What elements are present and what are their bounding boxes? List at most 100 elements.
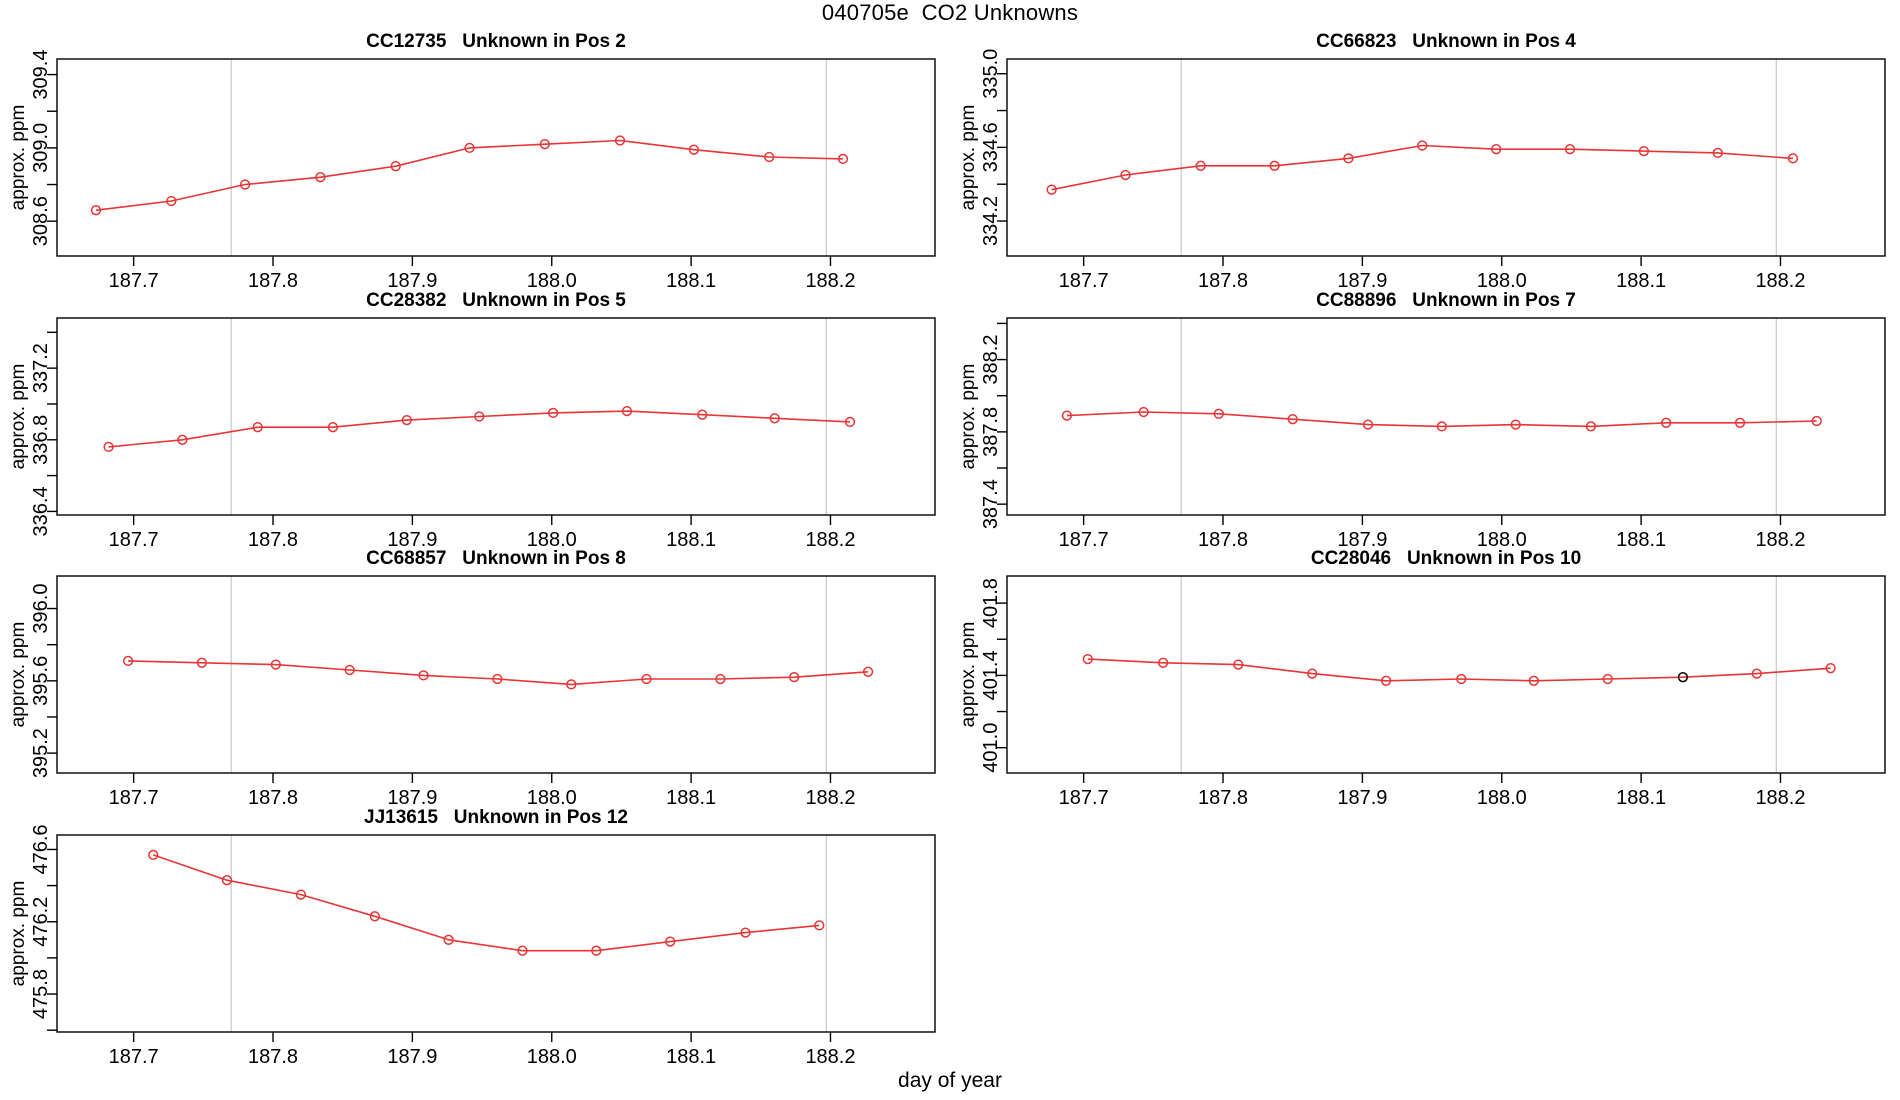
x-tick-label: 187.9: [387, 270, 437, 292]
data-point: [769, 413, 780, 424]
data-point: [1343, 153, 1354, 164]
y-tick-label: 388.2: [980, 335, 1002, 385]
data-point: [1269, 160, 1280, 171]
data-point: [344, 664, 355, 676]
data-point: [239, 179, 251, 190]
y-axis-title: approx. ppm: [8, 105, 29, 211]
data-line: [1087, 658, 1831, 682]
data-line: [95, 139, 844, 211]
subplot-cc88896: CC88896 Unknown in Pos 7 387.4 387.8 388.2a…: [958, 290, 1886, 551]
x-tick-label: 188.0: [1477, 529, 1527, 551]
y-tick-label: 387.4: [980, 479, 1002, 529]
data-point: [315, 172, 326, 183]
data-point: [862, 666, 874, 677]
data-point: [1195, 160, 1206, 171]
data-point: [621, 405, 633, 417]
data-point: [221, 875, 233, 886]
x-tick-label: 187.8: [1198, 529, 1248, 551]
x-tick-label: 188.2: [805, 270, 855, 292]
data-point: [1751, 668, 1762, 679]
x-tick-label: 188.2: [1755, 529, 1805, 551]
data-point: [390, 161, 401, 172]
data-point: [252, 422, 263, 433]
y-tick-label: 396.0: [30, 584, 52, 634]
data-point: [122, 655, 134, 667]
x-tick-label: 188.2: [805, 787, 855, 809]
data-point: [1456, 673, 1467, 685]
subplot-cc28382: CC28382 Unknown in Pos 5 336.4 336.8 337.2a…: [8, 290, 936, 551]
data-point: [814, 920, 825, 931]
x-tick-label: 187.8: [248, 1046, 298, 1068]
subplot-title: CC88896 Unknown in Pos 7: [1316, 290, 1576, 311]
x-tick-label: 188.2: [1755, 270, 1805, 292]
plot-box: [56, 834, 936, 1033]
x-tick-label: 187.8: [1198, 270, 1248, 292]
x-tick-label: 187.7: [109, 787, 159, 809]
data-point: [1082, 653, 1093, 665]
data-line: [128, 660, 869, 686]
data-point: [539, 139, 550, 150]
plot-box: [1006, 575, 1886, 774]
x-tick-label: 187.8: [248, 787, 298, 809]
data-point: [196, 657, 208, 668]
y-tick-label: 476.6: [30, 824, 52, 874]
y-tick-label: 337.2: [30, 343, 52, 393]
x-tick-label: 188.0: [1477, 270, 1527, 292]
x-tick-label: 187.9: [1337, 529, 1387, 551]
data-line: [1051, 144, 1794, 191]
data-point: [1528, 675, 1539, 686]
x-tick-label: 188.1: [1616, 529, 1666, 551]
data-point: [1287, 414, 1298, 425]
subplot-title: CC28382 Unknown in Pos 5: [366, 290, 626, 311]
data-point: [844, 416, 856, 428]
x-tick-label: 187.8: [248, 270, 298, 292]
data-point: [90, 205, 102, 216]
data-point: [1564, 144, 1576, 155]
y-tick-label: 335.0: [980, 49, 1002, 99]
data-point: [1138, 406, 1149, 418]
data-point: [1233, 659, 1244, 670]
data-point: [1825, 663, 1836, 674]
y-tick-label: 336.8: [30, 415, 52, 465]
data-point: [789, 672, 800, 683]
data-point: [148, 849, 159, 861]
y-tick-label: 401.4: [980, 650, 1002, 700]
y-tick-label: 395.2: [30, 728, 52, 778]
x-tick-label: 188.1: [666, 1046, 716, 1068]
data-point: [1213, 408, 1224, 419]
data-point: [566, 679, 577, 690]
y-axis-title: approx. ppm: [8, 881, 29, 987]
subplot-title: CC68857 Unknown in Pos 8: [366, 548, 626, 569]
y-tick-label: 395.6: [30, 656, 52, 706]
data-point: [1046, 184, 1057, 195]
x-tick-label: 188.2: [1755, 787, 1805, 809]
y-tick-label: 387.8: [980, 407, 1002, 457]
data-point: [665, 936, 676, 947]
data-point: [418, 670, 429, 681]
data-point: [1510, 419, 1521, 430]
x-tick-label: 188.1: [1616, 270, 1666, 292]
y-tick-label: 334.6: [980, 122, 1002, 172]
data-point: [697, 409, 708, 420]
x-tick-label: 187.7: [109, 270, 159, 292]
plot-box: [56, 58, 936, 257]
data-line: [108, 410, 851, 448]
x-tick-label: 187.7: [109, 529, 159, 551]
subplot-cc68857: CC68857 Unknown in Pos 8 395.2 395.6 396.0a…: [8, 548, 936, 809]
y-tick-label: 401.0: [980, 723, 1002, 773]
data-point: [1661, 417, 1672, 428]
x-tick-label: 188.2: [805, 1046, 855, 1068]
y-axis-title: approx. ppm: [958, 105, 979, 211]
x-tick-label: 187.7: [1059, 787, 1109, 809]
page-title: 040705e CO2 Unknowns: [821, 0, 1079, 25]
data-point: [715, 673, 726, 685]
data-point: [1638, 145, 1650, 157]
data-point: [1436, 421, 1447, 432]
subplot-title: JJ13615 Unknown in Pos 12: [364, 807, 628, 828]
plot-box: [56, 575, 936, 774]
data-point: [474, 411, 485, 422]
data-point: [1061, 410, 1073, 421]
x-tick-label: 187.8: [1198, 787, 1248, 809]
data-point: [1712, 147, 1723, 159]
x-tick-label: 188.0: [527, 1046, 577, 1068]
